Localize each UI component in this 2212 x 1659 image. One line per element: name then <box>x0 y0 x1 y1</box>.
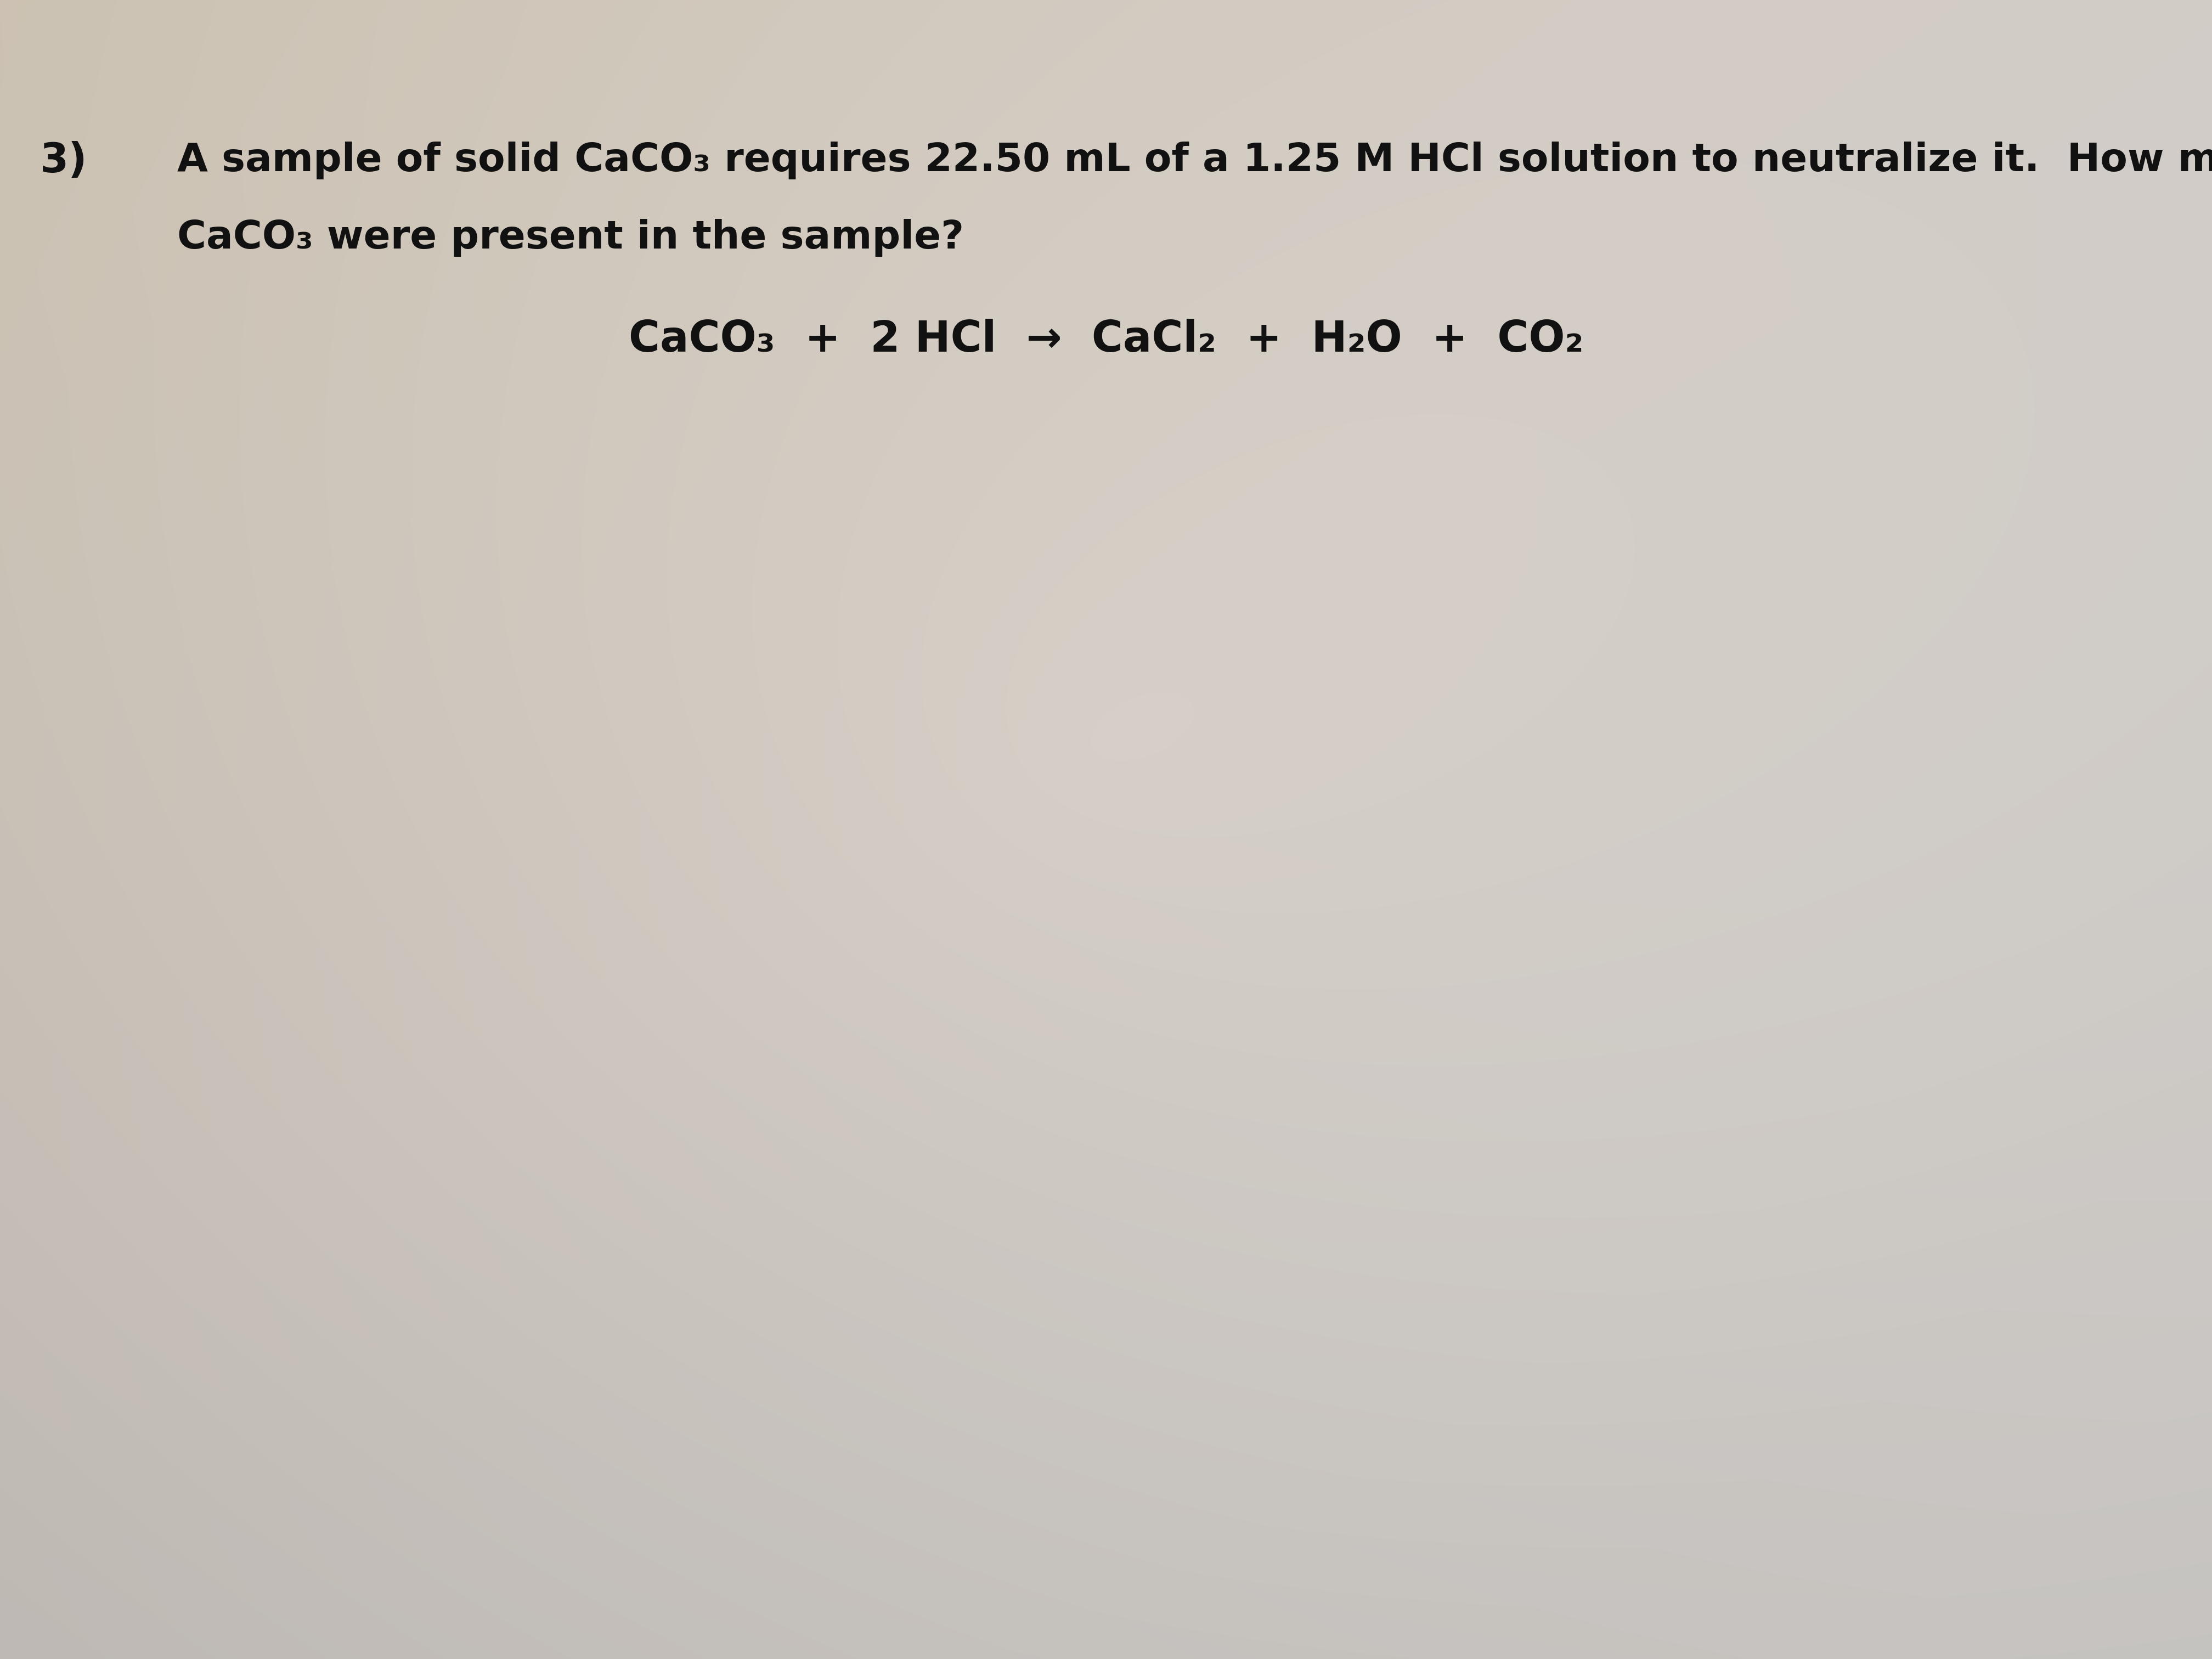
Text: 3): 3) <box>40 141 86 181</box>
Text: A sample of solid CaCO₃ requires 22.50 mL of a 1.25 M HCl solution to neutralize: A sample of solid CaCO₃ requires 22.50 m… <box>177 141 2212 179</box>
Text: CaCO₃  +  2 HCl  →  CaCl₂  +  H₂O  +  CO₂: CaCO₃ + 2 HCl → CaCl₂ + H₂O + CO₂ <box>628 319 1584 360</box>
Text: CaCO₃ were present in the sample?: CaCO₃ were present in the sample? <box>177 219 964 257</box>
